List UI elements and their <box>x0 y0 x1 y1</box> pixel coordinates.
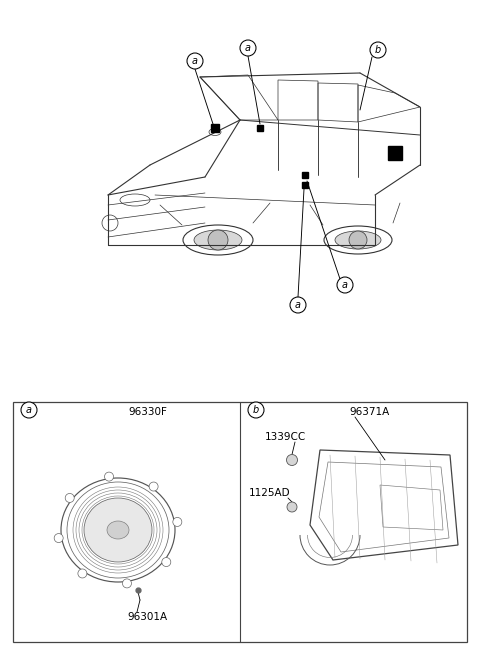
Text: a: a <box>26 405 32 415</box>
Text: a: a <box>245 43 251 53</box>
Circle shape <box>349 231 367 249</box>
Ellipse shape <box>335 231 381 249</box>
Circle shape <box>78 569 87 578</box>
Text: a: a <box>295 300 301 310</box>
Text: 96330F: 96330F <box>129 407 168 417</box>
Circle shape <box>187 53 203 69</box>
Circle shape <box>173 517 182 527</box>
Circle shape <box>287 502 297 512</box>
Circle shape <box>105 472 114 481</box>
Text: b: b <box>375 45 381 55</box>
Ellipse shape <box>107 521 129 539</box>
Circle shape <box>370 42 386 58</box>
Circle shape <box>149 482 158 491</box>
Circle shape <box>248 402 264 418</box>
Circle shape <box>122 579 132 588</box>
Circle shape <box>240 40 256 56</box>
Text: a: a <box>192 56 198 66</box>
Circle shape <box>162 557 171 567</box>
Text: a: a <box>342 280 348 290</box>
Text: 1339CC: 1339CC <box>264 432 306 442</box>
Circle shape <box>54 534 63 542</box>
Ellipse shape <box>194 230 242 250</box>
Text: 96301A: 96301A <box>127 612 167 622</box>
Ellipse shape <box>84 498 152 562</box>
Circle shape <box>21 402 37 418</box>
Circle shape <box>65 493 74 502</box>
Circle shape <box>208 230 228 250</box>
Circle shape <box>290 297 306 313</box>
Bar <box>13 402 467 642</box>
Circle shape <box>287 455 298 466</box>
Circle shape <box>337 277 353 293</box>
Text: 1125AD: 1125AD <box>249 488 291 498</box>
Text: 96371A: 96371A <box>350 407 390 417</box>
Text: b: b <box>253 405 259 415</box>
